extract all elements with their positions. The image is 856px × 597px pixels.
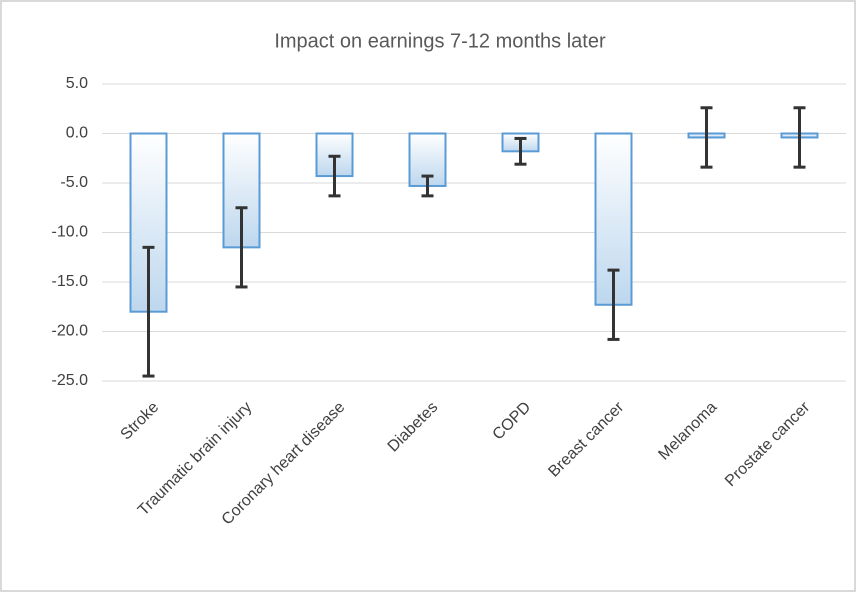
y-tick-label: 0.0 bbox=[66, 125, 88, 142]
error-bar bbox=[607, 268, 620, 341]
error-bar bbox=[421, 174, 434, 198]
error-bar bbox=[142, 245, 155, 378]
y-tick-label: -5.0 bbox=[60, 174, 88, 191]
error-bar bbox=[235, 206, 248, 289]
error-bar bbox=[514, 136, 527, 166]
error-bar bbox=[328, 154, 341, 198]
error-bar bbox=[700, 106, 713, 169]
y-tick-label: 5.0 bbox=[66, 75, 88, 92]
error-bar bbox=[793, 106, 806, 169]
y-tick-label: -15.0 bbox=[52, 273, 89, 290]
bar bbox=[594, 132, 633, 306]
y-tick-label: -10.0 bbox=[52, 224, 89, 241]
y-tick-label: -20.0 bbox=[52, 323, 89, 340]
chart-title: Impact on earnings 7-12 months later bbox=[274, 30, 606, 52]
y-tick-label: -25.0 bbox=[52, 372, 89, 389]
